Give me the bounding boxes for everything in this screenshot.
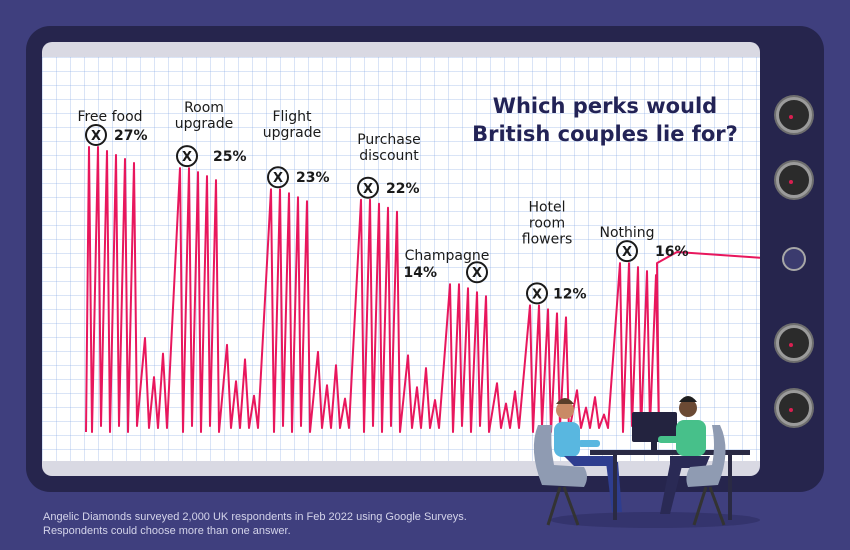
dial-knob-1	[776, 97, 812, 133]
value-label-1: 25%	[213, 149, 247, 165]
marker-x-3: X	[363, 182, 373, 197]
category-marker-0	[85, 124, 107, 146]
value-label-4: 14%	[403, 265, 437, 281]
category-label-1-1: upgrade	[175, 116, 233, 132]
value-label-6: 16%	[655, 244, 689, 260]
dial-knob-4	[776, 390, 812, 426]
value-label-3: 22%	[386, 181, 420, 197]
marker-x-4: X	[472, 266, 482, 281]
dial-knob-3	[776, 325, 812, 361]
category-label-0-0: Free food	[77, 109, 142, 125]
category-label-3-1: discount	[359, 148, 419, 164]
people-at-desk-illustration	[533, 396, 760, 528]
marker-x-1: X	[182, 150, 192, 165]
marker-x-6: X	[622, 245, 632, 260]
category-label-5-2: flowers	[522, 231, 573, 247]
category-label-2-1: upgrade	[263, 125, 321, 141]
dial-knob-2	[776, 162, 812, 198]
chart-title: Which perks would British couples lie fo…	[470, 92, 740, 148]
marker-x-2: X	[273, 171, 283, 186]
category-marker-5	[526, 282, 548, 305]
category-label-5-0: Hotel	[528, 199, 565, 215]
category-marker-6	[616, 240, 638, 263]
footnote: Angelic Diamonds surveyed 2,000 UK respo…	[43, 510, 467, 538]
category-marker-3	[357, 176, 379, 199]
value-label-5: 12%	[553, 286, 587, 302]
marker-x-0: X	[91, 129, 101, 144]
title-line-2: British couples lie for?	[472, 122, 738, 146]
category-label-1-0: Room	[184, 100, 224, 116]
title-line-1: Which perks would	[492, 94, 718, 118]
seismograph-trace	[85, 146, 760, 433]
category-label-5-1: room	[529, 215, 565, 231]
footnote-line-1: Angelic Diamonds surveyed 2,000 UK respo…	[43, 511, 467, 523]
category-label-6-0: Nothing	[599, 225, 654, 241]
footnote-line-2: Respondents could choose more than one a…	[43, 525, 291, 537]
category-marker-2	[267, 166, 289, 189]
value-label-2: 23%	[296, 170, 330, 186]
category-marker-4	[466, 261, 488, 284]
category-label-3-0: Purchase	[357, 132, 421, 148]
marker-x-5: X	[532, 287, 542, 302]
category-marker-1	[176, 145, 198, 168]
chart-screen: X Free food 27% X Room upgrade 25% X Flight upgra…	[42, 57, 760, 461]
value-label-0: 27%	[114, 128, 148, 144]
category-label-2-0: Flight	[272, 109, 312, 125]
pen-anchor-knob	[782, 247, 806, 271]
category-label-4-0: Champagne	[405, 248, 490, 264]
